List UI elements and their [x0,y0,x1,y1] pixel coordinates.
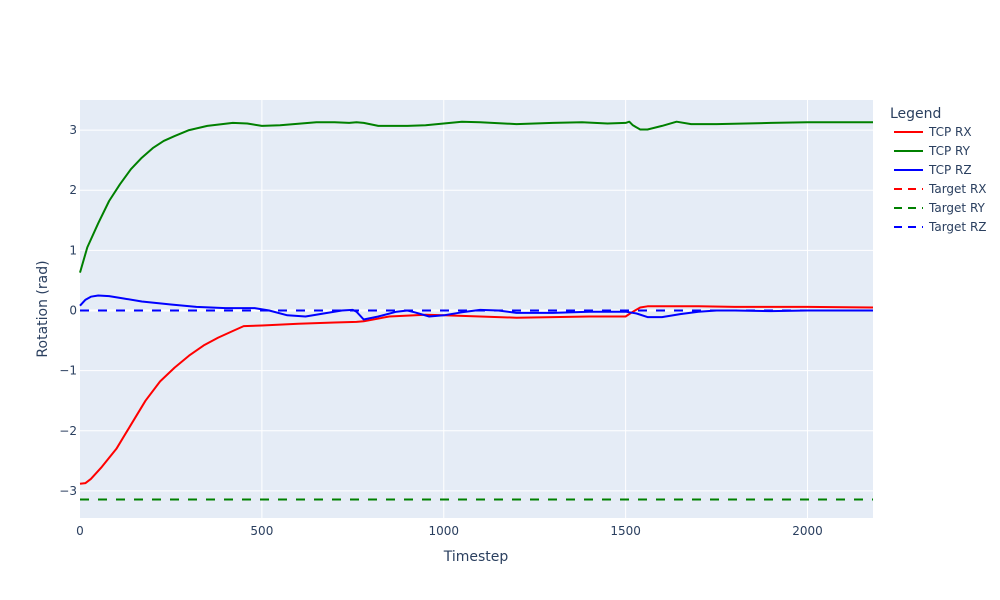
y-tick-label: 1 [69,243,77,257]
legend-label-tcp-ry: TCP RY [928,144,971,158]
y-axis-title: Rotation (rad) [35,260,51,357]
y-tick-label: 2 [69,183,77,197]
x-tick-label: 1500 [610,524,641,538]
legend-label-tcp-rz: TCP RZ [928,163,972,177]
series-line-tcp-ry [79,120,873,273]
legend-title: Legend [890,106,941,122]
legend: Legend TCP RX TCP RY TCP RZ Target RX Target… [890,106,987,234]
x-axis-ticks: 0 500 1000 1500 2000 [76,524,823,538]
legend-label-target-ry: Target RY [928,201,986,215]
legend-label-tcp-rx: TCP RX [928,125,972,139]
series-layer [79,120,874,501]
series-line-tcp-rx [79,305,874,485]
plot-background [80,100,873,518]
grid-lines [80,100,873,518]
x-tick-label: 0 [76,524,84,538]
y-axis-ticks: −3 −2 −1 0 1 2 3 [59,123,77,498]
y-tick-label: −3 [59,484,77,498]
x-tick-label: 2000 [792,524,823,538]
legend-label-target-rz: Target RZ [928,220,987,234]
legend-label-target-rx: Target RX [928,182,987,196]
y-tick-label: −1 [59,364,77,378]
x-axis-title: Timestep [443,549,509,565]
x-tick-label: 1000 [428,524,459,538]
y-tick-label: −2 [59,424,77,438]
x-tick-label: 500 [250,524,273,538]
series-line-tcp-rz [79,294,873,321]
y-tick-label: 3 [69,123,77,137]
y-tick-label: 0 [69,304,77,318]
